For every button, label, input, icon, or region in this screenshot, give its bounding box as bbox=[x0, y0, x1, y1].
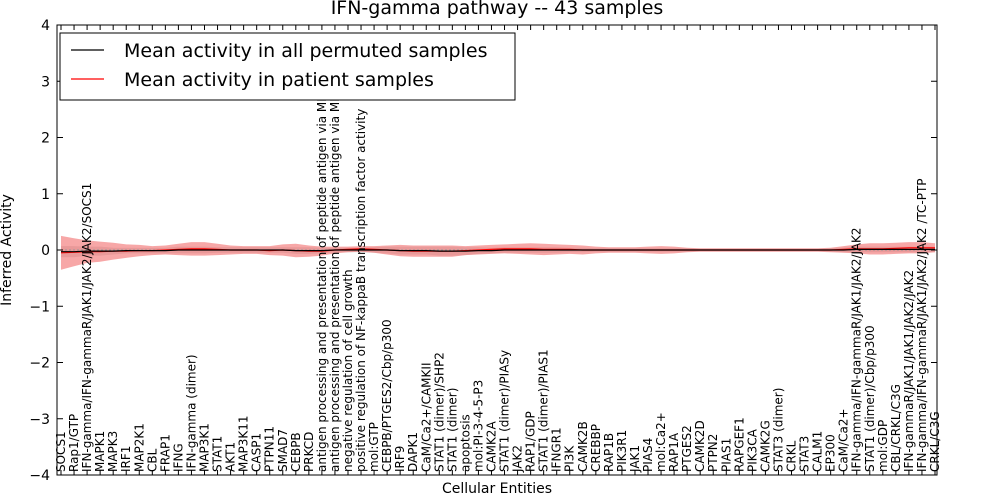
y-tick-label: 1 bbox=[41, 187, 50, 203]
x-tick-label: MAPK1 bbox=[93, 431, 107, 472]
y-tick-label: 3 bbox=[41, 74, 50, 90]
x-tick-label: MAP3K1 bbox=[198, 423, 212, 472]
x-tick-label: STAT3 bbox=[798, 436, 812, 472]
x-tick-label: CBL bbox=[145, 448, 159, 472]
x-tick-label: CREBBP bbox=[589, 424, 603, 472]
x-tick-label: IFN-gamma/IFN-gammaR/JAK1/JAK2/JAK2 /TC-… bbox=[915, 178, 929, 472]
x-tick-label: JAK1 bbox=[628, 445, 642, 473]
chart-title: IFN-gamma pathway -- 43 samples bbox=[331, 0, 664, 19]
x-tick-label: mol:Ca2+ bbox=[654, 412, 668, 472]
x-tick-label: AKT1 bbox=[224, 442, 238, 472]
legend-label-patient: Mean activity in patient samples bbox=[124, 69, 434, 91]
x-tick-label: PTPN2 bbox=[706, 434, 720, 472]
x-tick-label: CEBPB/PTGES2/Cbp/p300 bbox=[380, 319, 394, 472]
x-tick-label: CASP1 bbox=[250, 433, 264, 472]
x-tick-label: IRF1 bbox=[119, 446, 133, 472]
x-tick-label: mol:GDP bbox=[876, 420, 890, 472]
x-tick-label: MAP3K11 bbox=[237, 415, 251, 472]
x-tick-label: RAPGEF1 bbox=[732, 417, 746, 472]
x-tick-label: mol:PI-3-4-5-P3 bbox=[471, 380, 485, 472]
x-tick-label: MAPK3 bbox=[106, 431, 120, 472]
y-tick-label: −4 bbox=[29, 468, 50, 484]
x-tick-label: antigen processing and presentation of p… bbox=[315, 43, 329, 472]
x-tick-label: STAT1 bbox=[211, 436, 225, 472]
x-tick-label: CAMK2A bbox=[485, 421, 499, 472]
x-tick-label: IFN-gammaR/JAK1/JAK1/JAK2/JAK2 bbox=[902, 270, 916, 472]
x-tick-label: CaM/Ca2+ bbox=[837, 408, 851, 472]
y-tick-label: −3 bbox=[29, 412, 50, 428]
x-tick-label: EP300 bbox=[824, 434, 838, 472]
y-axis-label: Inferred Activity bbox=[0, 194, 15, 306]
x-tick-label: Rap1/GTP bbox=[67, 414, 81, 472]
x-tick-label: IFNGR1 bbox=[550, 427, 564, 472]
x-tick-label: CaM/Ca2+/CAMKII bbox=[419, 363, 433, 472]
x-tick-label: mol:GTP bbox=[367, 422, 381, 472]
legend: Mean activity in all permuted samples Me… bbox=[59, 32, 516, 101]
x-tick-label: CAMK2G bbox=[758, 420, 772, 472]
x-tick-label: JAK2 bbox=[511, 445, 525, 473]
x-tick-label: IFN-gamma (dimer) bbox=[184, 354, 198, 472]
x-tick-label: SMAD7 bbox=[276, 429, 290, 472]
x-tick-label: STAT3 (dimer) bbox=[772, 388, 786, 472]
x-tick-label: PRKCD bbox=[302, 432, 316, 472]
legend-label-permuted: Mean activity in all permuted samples bbox=[124, 40, 487, 62]
y-tick-label: 4 bbox=[41, 18, 50, 34]
x-tick-label: RAP1B bbox=[602, 433, 616, 472]
x-tick-label: apoptosis bbox=[458, 414, 472, 472]
x-tick-label: PTGES2 bbox=[680, 425, 694, 472]
y-tick-label: −1 bbox=[29, 299, 50, 315]
x-tick-label: PI3K bbox=[563, 445, 577, 472]
x-tick-label: IFNG bbox=[171, 443, 185, 472]
x-tick-label: STAT1 (dimer) bbox=[445, 388, 459, 472]
x-tick-label: STAT1 (dimer)/Cbp/p300 bbox=[863, 325, 877, 472]
x-tick-label: STAT1 (dimer)/SHP2 bbox=[432, 352, 446, 472]
x-tick-label: PIK3CA bbox=[745, 428, 759, 472]
x-tick-label: PTPN11 bbox=[263, 426, 277, 472]
y-tick-label: 2 bbox=[41, 131, 50, 147]
x-tick-label: positive regulation of NF-kappaB transcr… bbox=[354, 109, 368, 472]
x-tick-label: RAP1/GDP bbox=[524, 411, 538, 472]
x-tick-label: CRKL/C3G bbox=[928, 411, 942, 472]
x-tick-label: RAP1A bbox=[667, 432, 681, 472]
x-tick-label: negative regulation of cell growth bbox=[341, 269, 355, 472]
permuted-mean-line bbox=[61, 248, 935, 253]
x-tick-label: antigen processing and presentation of p… bbox=[328, 40, 342, 472]
x-tick-label: STAT1 (dimer)/PIASy bbox=[498, 350, 512, 472]
x-tick-label: SOCS1 bbox=[54, 431, 68, 472]
x-tick-label: IRF9 bbox=[393, 446, 407, 472]
x-axis-label: Cellular Entities bbox=[442, 481, 552, 497]
x-tick-label: CEBPB bbox=[289, 432, 303, 472]
x-tick-label: PIAS4 bbox=[641, 438, 655, 472]
x-tick-label: CBL/CRKL/C3G bbox=[889, 384, 903, 472]
x-tick-label: PIAS1 bbox=[719, 438, 733, 472]
patient-band bbox=[61, 235, 935, 270]
x-tick-label: DAPK1 bbox=[406, 432, 420, 472]
y-tick-label: −2 bbox=[29, 356, 50, 372]
x-tick-label: CAMK2D bbox=[693, 420, 707, 472]
legend-box bbox=[59, 32, 516, 101]
x-tick-label: IFN-gamma/IFN-gammaR/JAK1/JAK2/JAK2 bbox=[850, 227, 864, 472]
x-tick-label: PIK3R1 bbox=[615, 430, 629, 472]
x-tick-label: MAP2K1 bbox=[132, 423, 146, 472]
x-tick-label: CRKL bbox=[785, 440, 799, 472]
x-tick-label: CAMK2B bbox=[576, 421, 590, 472]
x-tick-label: FRAP1 bbox=[158, 434, 172, 472]
y-tick-label: 0 bbox=[41, 243, 50, 259]
x-tick-label: IFN-gamma/IFN-gammaR/JAK1/JAK2/JAK2/SOCS… bbox=[80, 183, 94, 472]
x-tick-label: STAT1 (dimer)/PIAS1 bbox=[537, 349, 551, 472]
x-tick-label: CALM1 bbox=[811, 431, 825, 472]
